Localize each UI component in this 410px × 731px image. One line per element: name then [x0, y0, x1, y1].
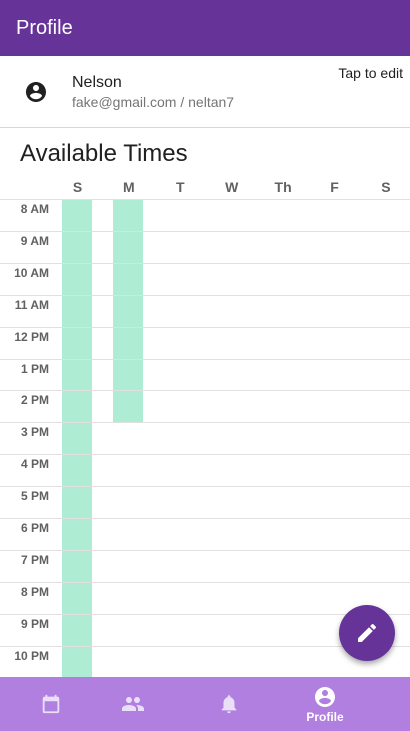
- hour-label: 8 AM: [20, 202, 49, 216]
- account-circle-icon: [315, 686, 335, 707]
- availability-block: [62, 199, 92, 677]
- account-circle-icon: [26, 82, 46, 102]
- hour-label: 4 PM: [20, 457, 49, 472]
- profile-header[interactable]: Nelson fake@gmail.com / neltan7 Tap to e…: [0, 56, 410, 128]
- hour-divider: [0, 645, 410, 647]
- hour-label: 9 PM: [20, 616, 49, 631]
- hour-divider: [0, 294, 410, 296]
- hour-divider: [0, 230, 410, 232]
- tap-to-edit-hint[interactable]: Tap to edit: [338, 65, 403, 81]
- availability-grid: 8 AM 9 AM 10 AM 11 AM 12 PM 1 PM 2 PM 3 PM 4 PM 5…: [0, 199, 410, 677]
- day-header: T: [176, 179, 185, 195]
- hour-label: 1 PM: [20, 361, 49, 376]
- available-times-title: Available Times: [20, 140, 188, 167]
- profile-email-username: fake@gmail.com / neltan7: [72, 94, 235, 110]
- day-header: F: [330, 179, 339, 195]
- nav-notifications[interactable]: [178, 677, 280, 731]
- day-header: W: [225, 179, 239, 195]
- edit-availability-button[interactable]: [339, 605, 395, 661]
- day-header: S: [381, 179, 391, 195]
- hour-divider: [0, 390, 410, 392]
- nav-profile[interactable]: Profile: [274, 677, 376, 731]
- hour-label: 8 PM: [20, 584, 49, 599]
- nav-calendar[interactable]: [0, 677, 102, 731]
- hour-divider: [0, 518, 410, 519]
- hour-label: 10 PM: [14, 648, 49, 663]
- hour-divider: [0, 262, 410, 264]
- hour-divider: [0, 326, 410, 328]
- hour-label: 9 AM: [20, 233, 49, 248]
- hour-divider: [0, 549, 410, 551]
- bell-icon: [221, 695, 237, 714]
- hour-divider: [0, 454, 410, 456]
- hour-divider: [0, 613, 410, 615]
- hour-label: 10 AM: [14, 265, 49, 280]
- day-header: M: [123, 179, 135, 195]
- page-title: Profile: [16, 16, 73, 39]
- hour-label: 5 PM: [20, 489, 49, 504]
- hour-divider: [0, 422, 410, 424]
- day-header: S: [72, 179, 83, 195]
- hour-label: 11 AM: [14, 297, 49, 312]
- calendar-icon: [42, 694, 60, 714]
- nav-profile-label: Profile: [306, 709, 344, 724]
- pencil-icon: [358, 623, 377, 642]
- people-icon: [122, 697, 144, 711]
- nav-people[interactable]: [82, 677, 184, 731]
- day-headers: S M T W Th F S: [0, 179, 410, 199]
- hour-label: 7 PM: [20, 552, 49, 567]
- app-bar: Profile: [0, 0, 410, 56]
- hour-divider: [0, 358, 410, 360]
- bottom-navigation: Profile: [0, 677, 410, 731]
- profile-name: Nelson: [72, 74, 122, 91]
- hour-divider: [0, 581, 410, 583]
- availability-block: [113, 199, 144, 423]
- hour-label: 6 PM: [20, 521, 49, 535]
- hour-divider: [0, 199, 410, 200]
- day-header: Th: [274, 179, 292, 195]
- hour-label: 2 PM: [20, 393, 49, 408]
- hour-label: 12 PM: [14, 329, 49, 344]
- hour-label: 3 PM: [20, 425, 49, 440]
- hour-divider: [0, 486, 410, 488]
